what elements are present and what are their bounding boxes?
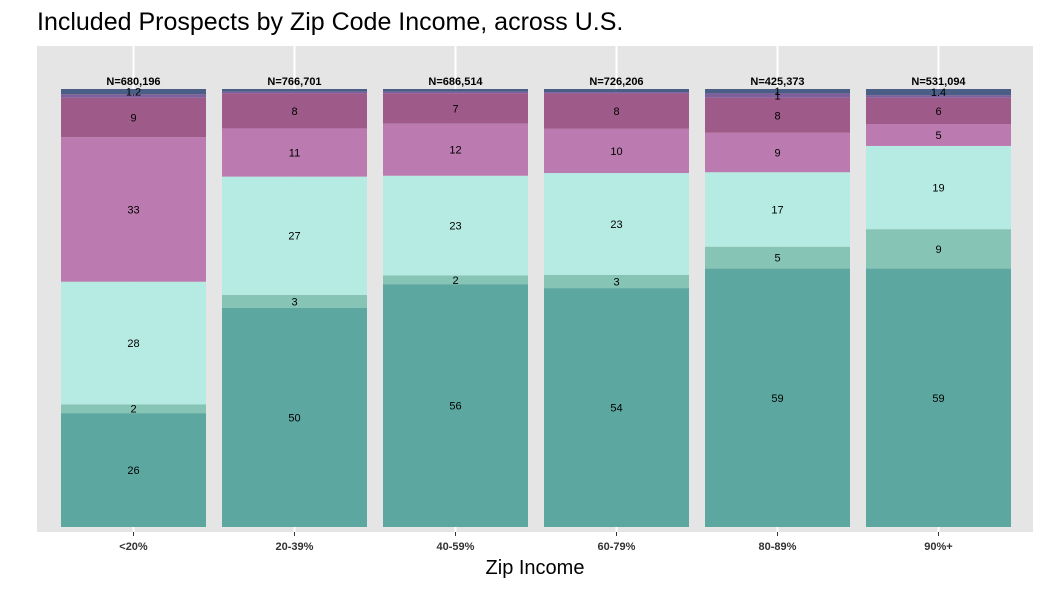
segment-value-label: 23 <box>610 219 622 231</box>
total-labels: N=680,196 N=766,701 N=686,514 N=726,206 N=42… <box>106 76 966 88</box>
bar-segment <box>705 132 850 173</box>
segment-value-label: 2 <box>130 404 136 416</box>
bar-total-label: N=425,373 <box>750 76 804 88</box>
bar-segment <box>383 123 528 176</box>
bar-total-label: N=726,206 <box>589 76 643 88</box>
x-tick-label: 80-89% <box>759 541 797 553</box>
bars <box>61 89 1011 527</box>
bar-segment <box>383 91 528 94</box>
bar-segment <box>705 97 850 133</box>
bar-segment <box>61 413 206 527</box>
segment-value-label: 26 <box>127 465 139 477</box>
bar-segment <box>866 97 1011 125</box>
bar-segment <box>866 89 1011 96</box>
bar-segment <box>705 93 850 98</box>
segment-value-label: 12 <box>449 145 461 157</box>
bar-segment <box>544 93 689 129</box>
bar-segment <box>866 145 1011 230</box>
bar-segment <box>222 91 367 94</box>
bar-total-label: N=766,701 <box>267 76 321 88</box>
segment-value-label: 8 <box>613 106 619 118</box>
segment-value-label: 9 <box>130 112 136 124</box>
bar-segment <box>705 172 850 247</box>
bar-segment <box>383 175 528 276</box>
bar-segment <box>61 404 206 414</box>
segment-value-label: 33 <box>127 204 139 216</box>
bar-segment <box>383 275 528 285</box>
x-tick-label: 90%+ <box>924 541 952 553</box>
bar-segment <box>866 268 1011 527</box>
segment-value-label: 19 <box>932 183 944 195</box>
bar-segment <box>705 246 850 269</box>
segment-value-label: 59 <box>932 393 944 405</box>
bar-segment <box>222 128 367 177</box>
segment-value-label: 1 <box>774 91 780 103</box>
segment-value-label: 50 <box>288 413 300 425</box>
segment-value-label: 6 <box>935 106 941 118</box>
segment-value-label: 23 <box>449 221 461 233</box>
bar-segment <box>866 229 1011 269</box>
segment-value-label: 2 <box>452 275 458 287</box>
segment-value-label: 5 <box>935 130 941 142</box>
bar-total-label: N=686,514 <box>428 76 483 88</box>
x-tick-label: 40-59% <box>437 541 475 553</box>
x-tick-label: 60-79% <box>598 541 636 553</box>
bar-segment <box>544 288 689 527</box>
segment-value-label: 17 <box>771 204 783 216</box>
segment-value-label: 3 <box>613 276 619 288</box>
x-tick-label: <20% <box>119 541 148 553</box>
bar-segment <box>383 284 528 527</box>
segment-value-label: 9 <box>935 244 941 256</box>
segment-value-label: 8 <box>291 106 297 118</box>
bar-segment <box>222 308 367 527</box>
bar-segment <box>383 89 528 92</box>
bar-segment <box>544 89 689 93</box>
segment-value-label: 3 <box>291 296 297 308</box>
chart-title: Included Prospects by Zip Code Income, a… <box>37 8 623 36</box>
bar-segment <box>544 173 689 275</box>
segment-value-label: 1.4 <box>931 87 946 99</box>
bar-segment <box>61 94 206 98</box>
segment-value-label: 28 <box>127 338 139 350</box>
x-axis-ticks: <20% 20-39% 40-59% 60-79% 80-89% 90%+ <box>119 532 953 553</box>
segment-value-label: 9 <box>774 148 780 160</box>
bar-segment <box>705 268 850 527</box>
segment-value-label: 8 <box>774 110 780 122</box>
segment-value-label: 56 <box>449 401 461 413</box>
bar-segment <box>383 93 528 124</box>
bar-segment <box>61 281 206 405</box>
segment-value-label: 59 <box>771 393 783 405</box>
bar-segment <box>61 137 206 282</box>
x-axis-label: Zip Income <box>486 557 585 579</box>
segment-value-label: 54 <box>610 403 622 415</box>
bar-segment <box>222 294 367 308</box>
bar-segment <box>866 124 1011 146</box>
bar-segment <box>61 89 206 95</box>
bar-segment <box>222 176 367 295</box>
segment-value-label: 10 <box>610 146 622 158</box>
segment-value-label: 1.2 <box>126 87 141 99</box>
x-tick-label: 20-39% <box>276 541 314 553</box>
bar-total-label: N=680,196 <box>106 76 160 88</box>
segment-value-label: 11 <box>289 148 300 160</box>
segment-value-label: 5 <box>774 253 780 265</box>
bar-segment <box>544 92 689 94</box>
segment-labels: 262283391.250327118562231275432310859517… <box>126 86 946 477</box>
segment-value-label: 7 <box>452 104 458 116</box>
bar-segment <box>222 89 367 92</box>
segment-value-label: 27 <box>288 231 300 243</box>
bar-segment <box>544 128 689 174</box>
bar-segment <box>866 95 1011 98</box>
bar-segment <box>544 274 689 289</box>
bar-total-label: N=531,094 <box>911 76 966 88</box>
bar-segment <box>705 89 850 94</box>
bar-segment <box>222 93 367 129</box>
bar-segment <box>61 97 206 138</box>
segment-value-label: 1 <box>774 86 780 98</box>
